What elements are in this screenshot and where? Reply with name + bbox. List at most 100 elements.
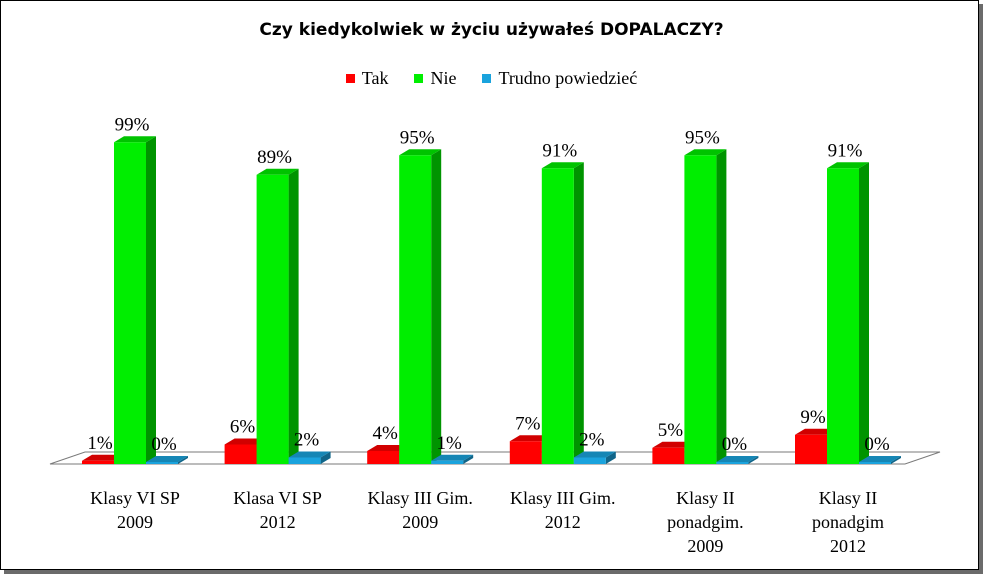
data-label-1-5: 91% (828, 140, 863, 161)
category-label-line: ponadgim (812, 512, 884, 532)
bar-0-5 (795, 434, 827, 464)
category-label-line: 2009 (117, 512, 153, 532)
bar-top-1-1 (256, 168, 299, 175)
bar-top-0-0 (82, 454, 124, 461)
bar-side-1-0 (146, 136, 156, 464)
chart-floor (49, 451, 941, 465)
bar-2-0 (146, 462, 178, 464)
category-label-0: Klasy VI SP 2009 (60, 486, 210, 534)
data-label-1-1: 89% (257, 147, 292, 168)
bar-side-1-4 (716, 149, 727, 464)
legend-label-tak: Tak (361, 68, 389, 88)
category-label-line: Klasy VI SP (90, 488, 180, 508)
category-label-line: 2012 (259, 512, 296, 532)
legend-swatch-tak (345, 74, 355, 83)
bar-1-4 (684, 155, 717, 464)
data-label-2-1: 2% (294, 430, 320, 451)
category-label-4: Klasy II ponadgim. 2009 (630, 486, 780, 558)
data-label-2-4: 0% (722, 434, 748, 455)
data-label-1-3: 91% (542, 140, 577, 161)
bar-top-0-5 (795, 428, 837, 435)
data-label-2-2: 1% (437, 433, 463, 454)
bar-top-2-1 (288, 451, 331, 458)
category-label-line: 2012 (830, 536, 866, 556)
category-label-2: Klasy III Gim. 2009 (345, 486, 495, 534)
legend-item-tak: Tak (345, 68, 389, 89)
bar-side-1-5 (859, 162, 869, 464)
bar-0-3 (509, 441, 542, 464)
category-label-line: Klasa VI SP (233, 488, 322, 508)
bar-side-1-2 (431, 149, 442, 464)
category-label-5: Klasy II ponadgim 2012 (773, 486, 923, 558)
legend-label-trudno: Trudno powiedzieć (498, 68, 638, 88)
bar-0-1 (224, 444, 257, 464)
bar-side-2-3 (605, 451, 616, 464)
bar-1-3 (541, 168, 574, 464)
bar-top-2-0 (146, 456, 188, 462)
bar-2-3 (573, 457, 606, 464)
bar-0-0 (82, 460, 114, 464)
bar-top-1-2 (399, 149, 442, 156)
legend-swatch-trudno (482, 74, 492, 83)
data-label-2-5: 0% (864, 434, 890, 455)
legend-item-nie: Nie (414, 68, 456, 89)
data-label-1-0: 99% (115, 114, 150, 135)
category-label-3: Klasy III Gim. 2012 (488, 486, 638, 534)
bar-top-0-2 (367, 445, 410, 451)
bar-side-2-5 (891, 456, 901, 464)
bar-side-1-3 (573, 162, 584, 464)
bar-0-2 (367, 451, 400, 464)
legend-label-nie: Nie (430, 68, 457, 88)
category-label-line: 2012 (544, 512, 581, 532)
category-label-line: ponadgim. (667, 512, 744, 532)
category-label-line: Klasy II (676, 488, 735, 508)
category-label-line: 2009 (402, 512, 439, 532)
data-label-2-0: 0% (151, 434, 177, 455)
data-label-0-3: 7% (515, 413, 541, 434)
data-label-0-4: 5% (658, 420, 684, 441)
bar-top-2-4 (716, 456, 759, 462)
bar-side-1-1 (288, 168, 299, 464)
bar-top-0-4 (652, 441, 695, 448)
bar-top-1-0 (114, 136, 156, 143)
bar-side-2-4 (748, 456, 759, 464)
legend-swatch-nie (414, 74, 424, 83)
bar-top-1-4 (684, 149, 727, 156)
bar-1-1 (256, 174, 289, 464)
bar-1-2 (399, 155, 432, 464)
data-label-0-2: 4% (373, 423, 399, 444)
bar-top-0-3 (509, 435, 552, 442)
bar-2-4 (716, 462, 749, 464)
data-label-0-1: 6% (230, 417, 256, 438)
category-label-line: Klasy III Gim. (510, 488, 616, 508)
bar-top-0-1 (224, 438, 267, 445)
bar-2-5 (859, 462, 891, 464)
bar-top-1-5 (827, 162, 869, 169)
bar-top-2-2 (431, 454, 474, 461)
legend-item-trudno: Trudno powiedzieć (482, 68, 637, 89)
bar-1-0 (114, 142, 146, 464)
legend: Tak Nie Trudno powiedzieć (0, 68, 983, 89)
bar-side-2-2 (463, 454, 474, 464)
category-label-line: Klasy II (818, 488, 878, 508)
data-label-1-4: 95% (685, 127, 720, 148)
data-label-1-2: 95% (400, 127, 435, 148)
bar-2-2 (431, 460, 464, 464)
data-label-2-3: 2% (579, 430, 605, 451)
bar-side-2-1 (320, 451, 331, 464)
bar-side-2-0 (178, 456, 188, 464)
category-label-line: Klasy III Gim. (367, 488, 473, 508)
bar-top-2-5 (859, 456, 901, 462)
data-label-0-5: 9% (800, 407, 826, 428)
chart-title: Czy kiedykolwiek w życiu używałeś DOPALA… (259, 20, 724, 40)
bar-1-5 (827, 168, 859, 464)
category-label-1: Klasa VI SP 2012 (203, 486, 353, 534)
category-label-line: 2009 (687, 536, 724, 556)
data-label-0-0: 1% (87, 433, 113, 454)
bar-top-2-3 (573, 451, 616, 458)
bar-0-4 (652, 447, 685, 464)
bar-2-1 (288, 457, 321, 464)
bar-top-1-3 (541, 162, 584, 169)
